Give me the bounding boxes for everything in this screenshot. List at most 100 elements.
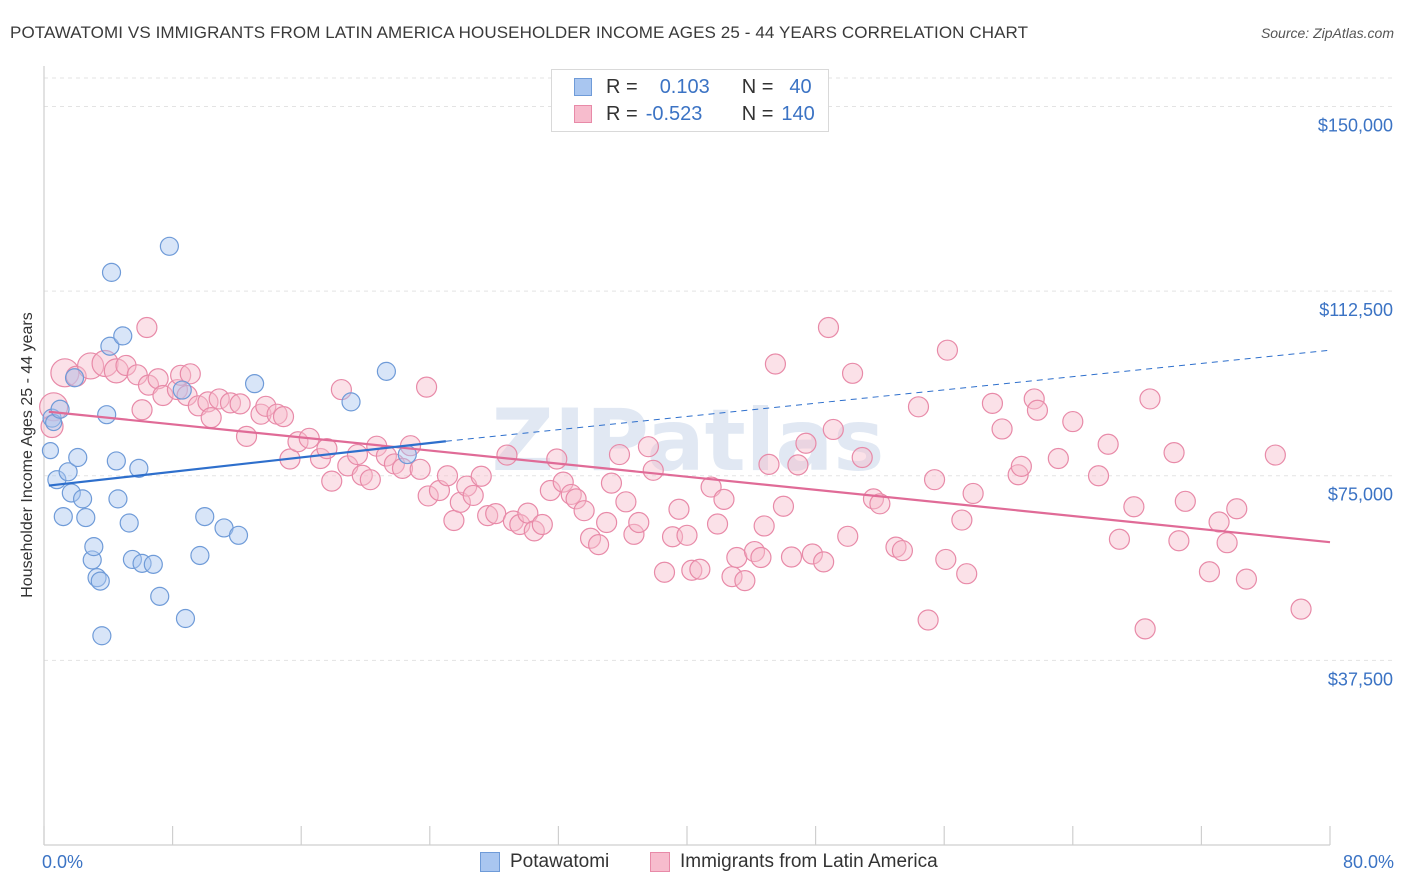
data-point [53, 506, 73, 527]
data-point [100, 336, 120, 356]
data-point [443, 509, 465, 532]
data-point [637, 436, 660, 458]
data-point [615, 491, 637, 513]
data-point [1208, 511, 1230, 533]
data-point [587, 534, 610, 556]
data-point [841, 362, 864, 384]
data-point [1097, 433, 1119, 455]
y-tick-label: $37,500 [1328, 669, 1393, 689]
data-point [409, 458, 431, 480]
data-point [346, 443, 369, 466]
bottom-legend-potawatomi: Potawatomi [480, 851, 609, 873]
data-point [981, 392, 1004, 414]
trend-line-potawatomi-extension [445, 349, 1331, 442]
data-point [1123, 496, 1145, 518]
data-point [539, 479, 561, 502]
data-point [885, 536, 907, 558]
data-point [936, 339, 959, 361]
data-point [552, 471, 574, 493]
data-point [244, 374, 265, 394]
data-point [449, 491, 471, 513]
y-axis-label: Householder Income Ages 25 - 44 years [19, 312, 36, 598]
data-point [573, 500, 595, 522]
data-point [190, 545, 210, 566]
data-point [485, 503, 507, 525]
data-point [764, 353, 787, 375]
bottom-legend-label: Immigrants from Latin America [680, 851, 938, 872]
data-point [76, 507, 96, 528]
legend-r-label: R = [606, 102, 638, 125]
data-point [255, 395, 277, 417]
data-point [951, 509, 973, 531]
series-potawatomi [41, 236, 417, 646]
data-point [415, 376, 438, 398]
data-point [436, 465, 459, 487]
data-point [795, 432, 817, 454]
y-tick-label: $150,000 [1318, 115, 1393, 135]
y-tick-label: $112,500 [1319, 300, 1393, 320]
data-point [87, 568, 107, 588]
data-point [97, 405, 117, 425]
data-point [531, 513, 553, 536]
data-point [101, 262, 122, 282]
data-point [64, 368, 85, 388]
data-point [179, 363, 201, 385]
data-point [108, 489, 128, 509]
legend-n-value: 140 [781, 102, 815, 125]
data-point [750, 546, 772, 569]
data-point [689, 558, 711, 580]
bottom-legend-immigrants: Immigrants from Latin America [650, 851, 938, 873]
data-point [235, 425, 258, 447]
data-point [462, 484, 484, 507]
data-point [200, 407, 222, 429]
data-point [1235, 568, 1258, 590]
data-point [676, 524, 698, 546]
data-point [1226, 498, 1248, 520]
data-point [923, 469, 946, 491]
data-point [92, 626, 112, 646]
data-point [608, 443, 631, 466]
data-point [822, 418, 844, 441]
data-point [175, 608, 196, 629]
data-point [159, 236, 179, 256]
data-point [229, 393, 251, 415]
legend-row-immigrants: R = -0.523 N = 140 [574, 102, 815, 126]
data-point [150, 586, 170, 606]
data-point [817, 316, 840, 339]
data-point [208, 388, 230, 410]
data-point [1264, 444, 1286, 466]
y-tick-labels: $150,000 $112,500 $75,000 $37,500 [1318, 115, 1393, 689]
data-point [813, 551, 835, 573]
data-point [706, 513, 729, 535]
data-point [700, 476, 722, 498]
data-point [1087, 465, 1110, 487]
data-point [172, 380, 192, 400]
data-point [136, 316, 158, 339]
trend-line-immigrants [48, 410, 1331, 544]
data-point [780, 546, 803, 568]
data-point [1026, 399, 1049, 421]
data-point [341, 392, 361, 412]
data-point [891, 539, 914, 562]
data-point [496, 444, 518, 466]
data-point [58, 462, 78, 482]
data-point [359, 469, 381, 491]
data-point [1010, 455, 1032, 477]
data-point [772, 495, 795, 517]
data-point [935, 548, 957, 571]
y-tick-label: $75,000 [1328, 485, 1393, 505]
legend-swatch-pink [574, 105, 592, 123]
data-point [600, 472, 623, 494]
data-point [623, 523, 645, 545]
data-point [1163, 441, 1185, 464]
data-point [147, 368, 169, 390]
data-point [1174, 490, 1196, 512]
data-point [470, 465, 492, 487]
data-point [45, 413, 63, 432]
data-point [1290, 598, 1312, 620]
data-point [1047, 447, 1069, 470]
data-point [195, 506, 215, 527]
data-point [753, 515, 775, 537]
data-point [1168, 530, 1190, 552]
